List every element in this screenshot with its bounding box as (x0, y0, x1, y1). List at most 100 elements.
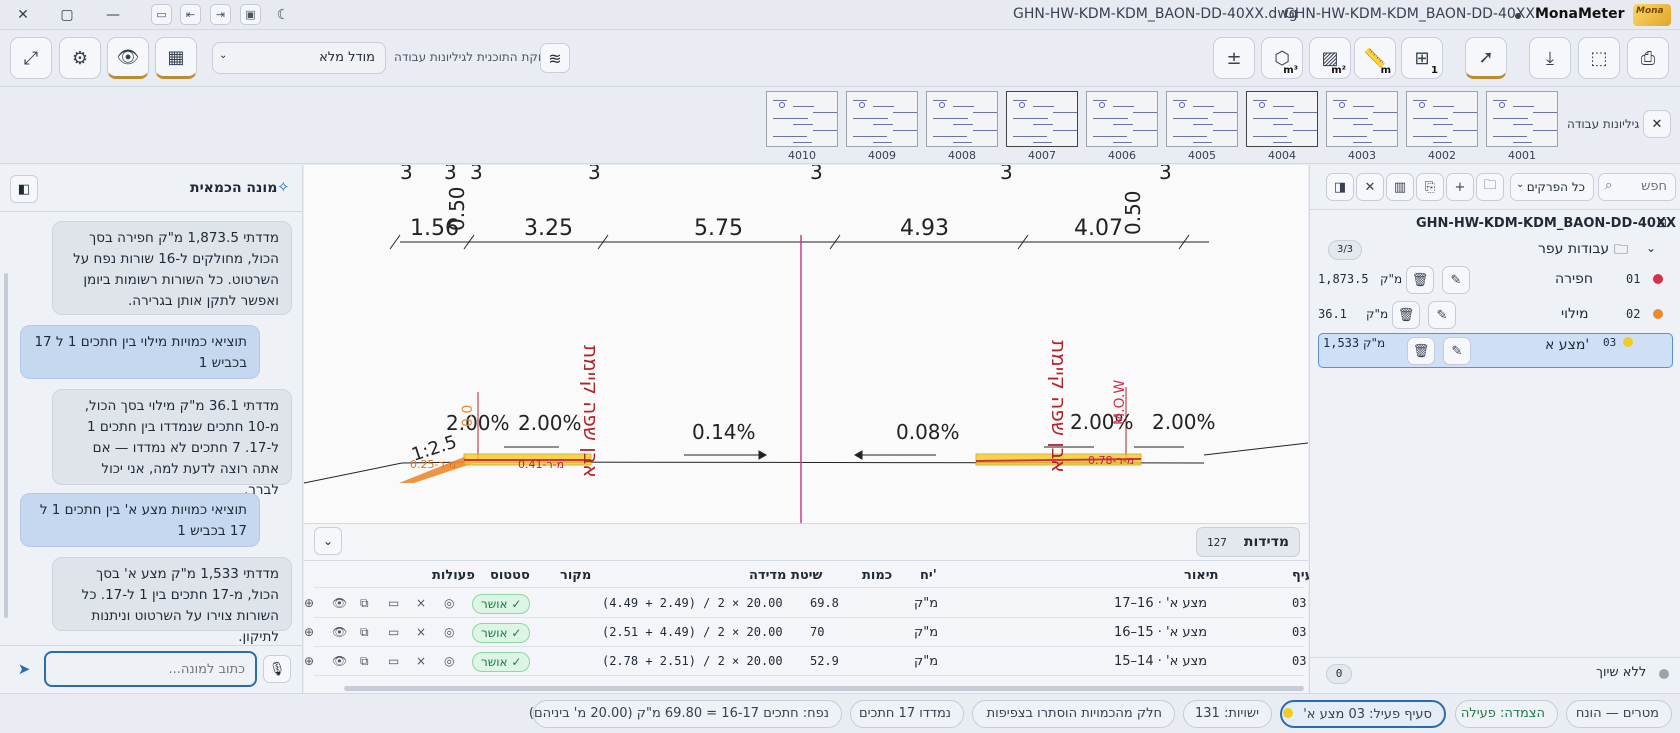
import-icon[interactable]: ⇤ (180, 4, 201, 25)
edit-layer-button[interactable]: ✎ (1442, 266, 1470, 294)
settings-button[interactable]: ⚙ (59, 37, 101, 79)
sheet-thumbnail[interactable] (1006, 91, 1078, 147)
table-toggle-button[interactable]: ▦ (155, 37, 197, 79)
model-select[interactable]: מודל מלא ⌄ (212, 42, 386, 74)
unassigned-label[interactable]: ללא שיוך (1596, 665, 1647, 680)
remove-icon[interactable]: × (416, 596, 427, 610)
folder-icon[interactable]: ▭ (388, 596, 400, 610)
remove-icon[interactable]: × (416, 625, 427, 639)
sheet-thumbnail[interactable] (1086, 91, 1158, 147)
eye-icon[interactable]: 👁 (332, 654, 348, 668)
drawing-canvas[interactable]: 1.56 0.50 3.25 5.75 4.93 4.07 0.50 3 3 3… (304, 165, 1308, 523)
edit-layer-button[interactable]: ✎ (1443, 337, 1471, 365)
copy-icon[interactable]: ⧉ (360, 625, 369, 639)
info-icon[interactable]: ◎ (444, 596, 455, 610)
sheet-thumbnail[interactable] (1246, 91, 1318, 147)
plus-minus-button[interactable]: ± (1213, 37, 1255, 79)
export-icon[interactable]: ⇥ (210, 4, 231, 25)
info-icon[interactable]: ◎ (444, 654, 455, 668)
frame-select-button[interactable]: ⬚ (1578, 37, 1620, 79)
columns-button[interactable]: ▥ (1386, 173, 1414, 201)
status-snap[interactable]: הצמדה: פעילה (1455, 700, 1558, 728)
delete-layer-button[interactable]: 🗑 (1392, 301, 1420, 329)
measurements-tab[interactable]: 127 מדידות (1196, 527, 1300, 557)
count-tool-button[interactable]: ⊞ 1 (1401, 37, 1443, 79)
sheet-thumbnail[interactable] (766, 91, 838, 147)
info-icon[interactable]: ◎ (444, 625, 455, 639)
sheet-thumbnail[interactable] (926, 91, 998, 147)
eye-icon[interactable]: 👁 (332, 625, 348, 639)
sheet-thumbnail[interactable] (1166, 91, 1238, 147)
table-scrollbar[interactable] (344, 686, 1304, 691)
file-tab-dwg[interactable]: GHN-HW-KDM-KDM_BAON-DD-40XX.dwg (1013, 6, 1298, 22)
locate-icon[interactable]: ⊕ (304, 596, 315, 610)
sheet-thumbnail[interactable] (1486, 91, 1558, 147)
col-actions[interactable]: פעולות (432, 568, 475, 583)
file-tab-active[interactable]: GHN-HW-KDM-KDM_BAON-DD-40XX (1284, 6, 1535, 22)
maximize-window-icon[interactable]: ▢ (60, 7, 74, 23)
select-tool-button[interactable]: ➚ (1465, 37, 1507, 79)
col-method[interactable]: שיטת מדידה (749, 568, 823, 583)
delete-layer-button[interactable]: 🗑 (1406, 266, 1434, 294)
view-toggle-button[interactable]: 👁 (107, 37, 149, 79)
col-description[interactable]: תיאור (1184, 568, 1219, 583)
edit-layer-button[interactable]: ✎ (1428, 301, 1456, 329)
locate-icon[interactable]: ⊕ (304, 654, 315, 668)
collapse-all-button[interactable]: ✕ (1356, 173, 1384, 201)
status-units[interactable]: מטרים — הונח (1566, 700, 1672, 728)
table-row[interactable]: 03 מצע א' · 16–17 מ"ק 69.8 (4.49 + 2.49) / 2… (304, 590, 1306, 618)
send-button[interactable]: ➤ (10, 655, 38, 683)
close-sheets-button[interactable]: ✕ (1643, 110, 1671, 138)
sheet-line (1413, 100, 1427, 101)
print-button[interactable]: ⎙ (1627, 37, 1669, 79)
chat-input[interactable] (44, 651, 257, 687)
open-folder-icon[interactable]: ▭ (151, 4, 172, 25)
fullscreen-button[interactable]: ⤢ (10, 37, 52, 79)
chevron-down-icon[interactable]: ⌄ (1646, 241, 1657, 255)
volume-tool-button[interactable]: ⬡ m³ (1261, 37, 1303, 79)
dark-mode-icon[interactable]: ☾ (276, 7, 290, 23)
top-mark: 3 (588, 165, 601, 184)
locate-icon[interactable]: ⊕ (304, 625, 315, 639)
remove-icon[interactable]: × (416, 654, 427, 668)
eye-icon[interactable]: 👁 (332, 596, 348, 610)
fill-area-shape[interactable] (399, 457, 474, 483)
collapse-table-button[interactable]: ⌄ (314, 527, 342, 555)
export-layer-button[interactable]: ⎘ (1416, 173, 1444, 201)
status-active-section[interactable]: סעיף פעיל: 03 מצע א' (1280, 700, 1446, 728)
col-status[interactable]: סטטוס (490, 568, 530, 583)
collapse-panel-button[interactable]: ◧ (10, 175, 38, 203)
copy-icon[interactable]: ⧉ (360, 596, 369, 610)
layer-row-selected[interactable]: 03 מצע א' ✎ 🗑 מ"ק 1,533 (1318, 333, 1673, 368)
folder-icon[interactable]: ▭ (388, 654, 400, 668)
col-source[interactable]: מקור (560, 568, 592, 583)
col-unit[interactable]: יח' (920, 568, 937, 583)
search-input[interactable]: חפש ⌕ (1598, 173, 1676, 201)
close-window-icon[interactable]: ✕ (17, 7, 29, 23)
sheet-thumbnail[interactable] (1326, 91, 1398, 147)
copy-icon[interactable]: ⧉ (360, 654, 369, 668)
layer-row[interactable]: 02 מילוי ✎ 🗑 מ"ק 36.1 (1318, 298, 1673, 332)
add-layer-button[interactable]: + (1446, 173, 1474, 201)
chat-scrollbar[interactable] (4, 273, 8, 618)
delete-layer-button[interactable]: 🗑 (1407, 337, 1435, 365)
folder-icon[interactable]: ▭ (388, 625, 400, 639)
length-tool-button[interactable]: 📏 m (1354, 37, 1396, 79)
add-folder-button[interactable]: 🗀 (1476, 173, 1504, 201)
cross-section-drawing[interactable]: 1.56 0.50 3.25 5.75 4.93 4.07 0.50 3 3 3… (304, 165, 1308, 523)
layer-row[interactable]: 01 חפירה ✎ 🗑 מ"ק 1,873.5 (1318, 263, 1673, 297)
download-button[interactable]: ⤓ (1529, 37, 1571, 79)
col-quantity[interactable]: כמות (862, 568, 893, 583)
chapter-filter-select[interactable]: כל הפרקים ⌄ (1510, 173, 1594, 201)
sheet-thumbnail[interactable] (1406, 91, 1478, 147)
toggle-panel-button[interactable]: ◨ (1326, 173, 1354, 201)
mic-off-button[interactable]: 🎙 (263, 655, 291, 683)
table-row[interactable]: 03 מצע א' · 14–15 מ"ק 52.9 (2.78 + 2.51) / 2… (304, 648, 1306, 676)
table-row[interactable]: 03 מצע א' · 15–16 מ"ק 70 (2.51 + 4.49) / 2 ×… (304, 619, 1306, 647)
save-icon[interactable]: ▣ (240, 4, 261, 25)
sheet-thumbnail[interactable] (846, 91, 918, 147)
minimize-window-icon[interactable]: — (106, 7, 120, 23)
sheet-line (1053, 112, 1077, 113)
area-tool-button[interactable]: ▨ m² (1309, 37, 1351, 79)
layers-button[interactable]: ≋ (540, 43, 570, 73)
